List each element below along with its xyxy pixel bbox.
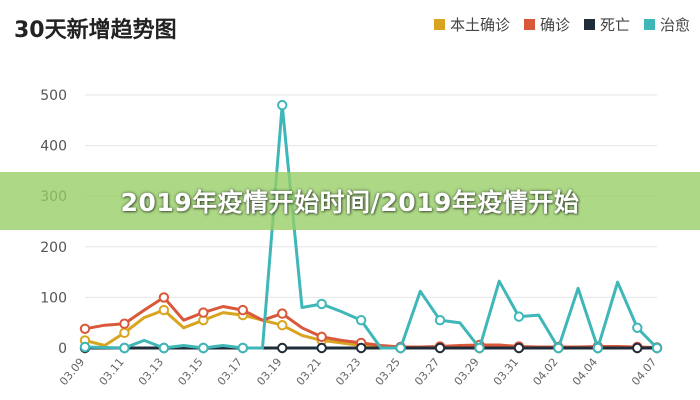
data-point — [592, 342, 604, 354]
data-point — [632, 322, 643, 333]
x-tick-label: 03.29 — [452, 356, 482, 388]
data-point — [474, 342, 485, 354]
legend-swatch — [583, 19, 595, 30]
x-tick-label: 03.31 — [491, 356, 521, 388]
data-point — [434, 342, 446, 354]
banner-text: 2019年疫情开始时间/2019年疫情开始 — [120, 188, 580, 217]
legend-swatch — [433, 19, 445, 30]
legend-label: 确诊 — [539, 16, 570, 34]
data-point — [434, 314, 446, 326]
x-tick-label: 03.23 — [333, 356, 363, 388]
legend-swatch — [523, 19, 535, 30]
x-tick-label: 03.13 — [136, 356, 166, 388]
data-point — [237, 342, 248, 354]
y-tick-label: 500 — [40, 88, 67, 104]
data-point — [237, 304, 248, 316]
x-tick-label: 03.21 — [294, 356, 324, 388]
x-tick-label: 03.25 — [373, 356, 403, 388]
y-tick-label: 0 — [58, 341, 67, 357]
data-point — [513, 342, 525, 354]
data-point — [395, 342, 406, 354]
x-tick-label: 03.19 — [254, 356, 284, 388]
data-point — [158, 342, 170, 354]
data-point — [198, 342, 209, 354]
legend-item[interactable]: 本土确诊 — [433, 14, 510, 35]
data-point — [277, 342, 288, 354]
data-point — [158, 292, 170, 303]
series-line — [83, 103, 659, 350]
data-point — [316, 342, 327, 354]
x-tick-label: 03.17 — [215, 356, 245, 388]
x-tick-label: 04.04 — [570, 356, 600, 388]
x-tick-label: 04.02 — [530, 356, 560, 388]
data-point — [316, 298, 327, 310]
data-point — [553, 342, 564, 354]
x-tick-label: 04.07 — [629, 356, 659, 388]
data-point — [119, 318, 130, 329]
y-tick-label: 400 — [40, 139, 67, 155]
x-tick-label: 03.27 — [412, 356, 442, 388]
data-point — [119, 342, 130, 354]
data-point — [79, 323, 91, 334]
data-point — [651, 342, 663, 354]
chart-legend[interactable]: 本土确诊 确诊 死亡 治愈 — [433, 14, 690, 35]
legend-label: 本土确诊 — [449, 16, 510, 34]
data-point — [158, 304, 170, 316]
series-line — [83, 308, 659, 350]
x-tick-label: 03.15 — [175, 356, 205, 388]
legend-label: 治愈 — [659, 16, 690, 34]
y-tick-label: 100 — [40, 290, 67, 306]
chart-title: 30天新增趋势图 — [14, 18, 177, 43]
overlay-banner: 2019年疫情开始时间/2019年疫情开始 — [0, 172, 700, 230]
data-point — [355, 342, 367, 354]
data-point — [277, 99, 288, 111]
data-point — [316, 331, 327, 343]
data-point — [277, 320, 288, 331]
data-point — [355, 314, 367, 326]
x-tick-label: 03.09 — [57, 356, 87, 388]
legend-item[interactable]: 治愈 — [643, 14, 690, 35]
legend-item[interactable]: 死亡 — [583, 14, 630, 35]
legend-label: 死亡 — [599, 16, 630, 34]
data-point — [198, 307, 209, 318]
x-tick-label: 03.11 — [97, 356, 127, 388]
y-tick-label: 200 — [40, 240, 67, 256]
legend-item[interactable]: 确诊 — [523, 14, 570, 35]
data-point — [632, 342, 643, 354]
data-point — [513, 311, 525, 322]
data-point — [79, 341, 91, 353]
data-point — [119, 327, 130, 339]
legend-swatch — [643, 19, 655, 30]
data-point — [277, 308, 288, 319]
